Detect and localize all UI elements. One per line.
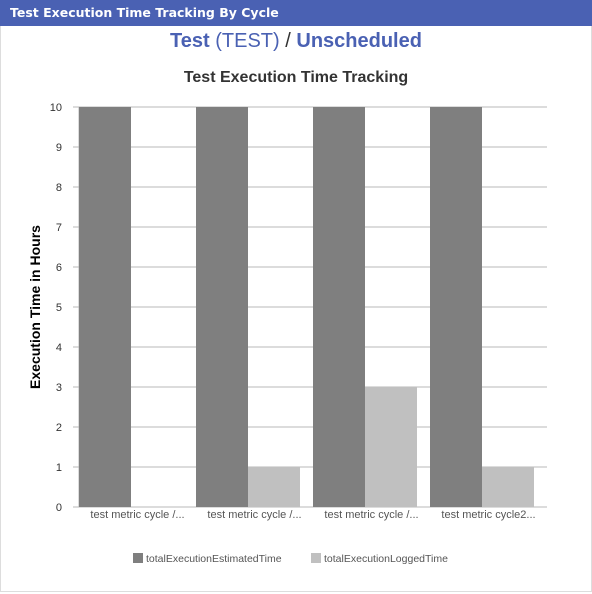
bar-logged[interactable] — [482, 467, 534, 507]
y-tick-label: 8 — [56, 182, 62, 194]
y-tick-label: 6 — [56, 262, 62, 274]
breadcrumb-separator: / — [285, 30, 291, 52]
x-tick-label: test metric cycle /... — [324, 509, 418, 521]
bar-estimated[interactable] — [430, 107, 482, 507]
project-key: (TEST) — [215, 30, 280, 52]
chart-title: Test Execution Time Tracking — [184, 69, 408, 86]
legend-swatch[interactable] — [311, 553, 321, 563]
bar-estimated[interactable] — [79, 107, 131, 507]
bar-estimated[interactable] — [196, 107, 248, 507]
y-tick-labels: 0 1 2 3 4 5 6 7 8 9 10 — [50, 102, 62, 514]
bar-estimated[interactable] — [313, 107, 365, 507]
y-tick-label: 10 — [50, 102, 62, 114]
y-tick-label: 7 — [56, 222, 62, 234]
y-axis-label: Execution Time in Hours — [27, 225, 43, 389]
y-tick-label: 0 — [56, 502, 62, 514]
bars — [79, 107, 534, 507]
y-tick-label: 5 — [56, 302, 62, 314]
legend-label[interactable]: totalExecutionEstimatedTime — [146, 553, 282, 565]
y-tick-label: 2 — [56, 422, 62, 434]
x-tick-label: test metric cycle /... — [207, 509, 301, 521]
y-tick-label: 3 — [56, 382, 62, 394]
gadget-header: Test Execution Time Tracking By Cycle — [0, 0, 592, 26]
legend-label[interactable]: totalExecutionLoggedTime — [324, 553, 448, 565]
legend-swatch[interactable] — [133, 553, 143, 563]
y-tick-label: 9 — [56, 142, 62, 154]
y-tick-label: 1 — [56, 462, 62, 474]
cycle-link[interactable]: Unscheduled — [296, 30, 422, 52]
x-tick-labels: test metric cycle /... test metric cycle … — [90, 509, 535, 521]
bar-logged[interactable] — [365, 387, 417, 507]
legend: totalExecutionEstimatedTime totalExecutio… — [133, 553, 448, 565]
x-tick-label: test metric cycle2... — [441, 509, 535, 521]
breadcrumb: Test (TEST) / Unscheduled — [0, 30, 592, 53]
y-tick-label: 4 — [56, 342, 62, 354]
x-tick-label: test metric cycle /... — [90, 509, 184, 521]
bar-logged[interactable] — [248, 467, 300, 507]
gadget-title: Test Execution Time Tracking By Cycle — [10, 5, 279, 20]
project-link[interactable]: Test — [170, 30, 210, 52]
